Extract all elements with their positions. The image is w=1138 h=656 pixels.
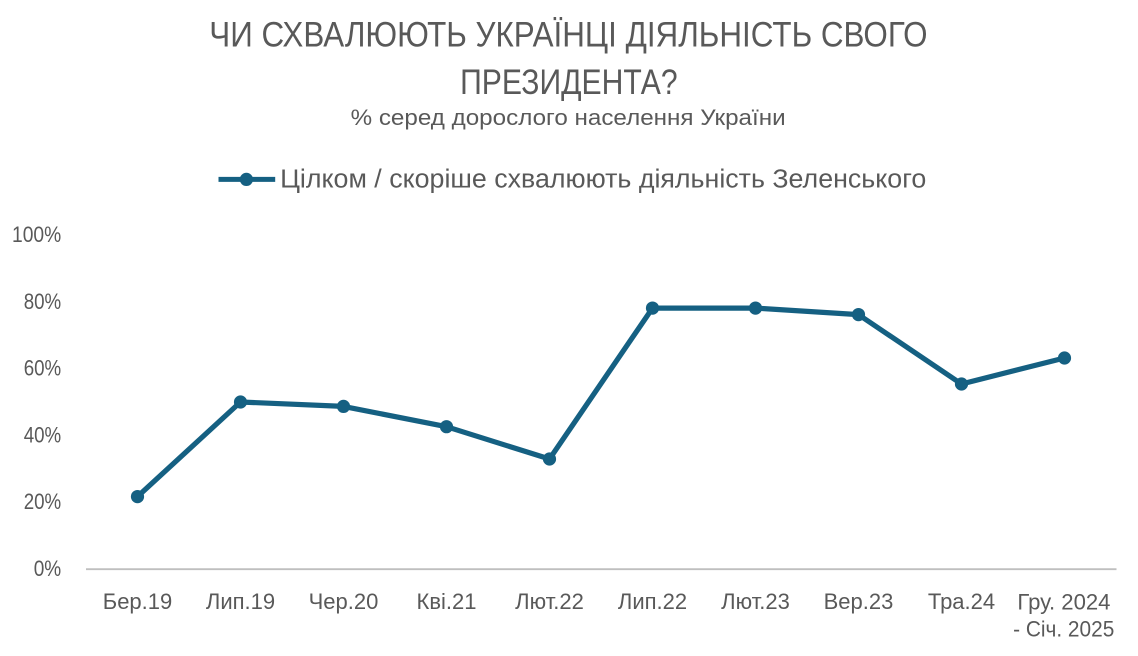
svg-text:Кві.21: Кві.21 <box>417 589 477 614</box>
svg-text:0%: 0% <box>34 556 62 581</box>
svg-text:Бер.19: Бер.19 <box>103 589 173 614</box>
svg-text:20%: 20% <box>24 489 62 514</box>
svg-text:ПРЕЗИДЕНТА?: ПРЕЗИДЕНТА? <box>460 62 677 102</box>
svg-text:Лип.19: Лип.19 <box>206 589 275 614</box>
svg-text:80%: 80% <box>24 289 62 314</box>
svg-text:% серед дорослого населення Ук: % серед дорослого населення України <box>351 105 786 130</box>
svg-text:- Січ. 2025: - Січ. 2025 <box>1013 616 1114 641</box>
svg-text:Лют.22: Лют.22 <box>515 589 584 614</box>
svg-text:ЧИ СХВАЛЮЮТЬ УКРАЇНЦІ ДІЯЛЬНІС: ЧИ СХВАЛЮЮТЬ УКРАЇНЦІ ДІЯЛЬНІСТЬ СВОГО <box>209 15 927 55</box>
svg-text:Чер.20: Чер.20 <box>309 589 379 614</box>
svg-text:Гру. 2024: Гру. 2024 <box>1017 589 1110 614</box>
svg-text:60%: 60% <box>24 356 62 381</box>
svg-text:Тра.24: Тра.24 <box>928 589 995 614</box>
svg-text:Лип.22: Лип.22 <box>618 589 687 614</box>
svg-text:40%: 40% <box>24 422 62 447</box>
svg-text:Лют.23: Лют.23 <box>721 589 790 614</box>
svg-text:100%: 100% <box>12 222 61 247</box>
svg-text:Цілком / скоріше схвалюють дія: Цілком / скоріше схвалюють діяльність Зе… <box>280 165 926 193</box>
svg-text:Вер.23: Вер.23 <box>824 589 894 614</box>
